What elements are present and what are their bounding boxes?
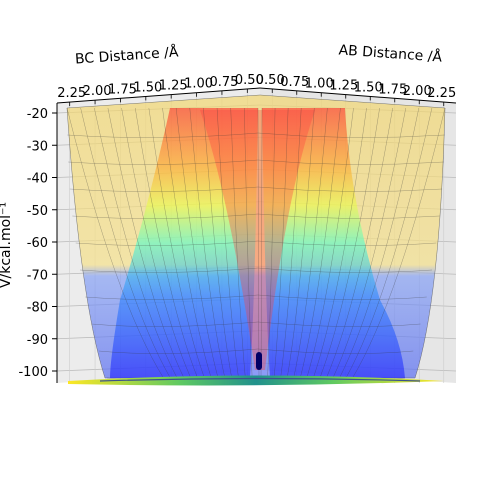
mesh-line	[286, 107, 315, 379]
ab-tick-label: 1.00	[305, 77, 334, 92]
bc-tick-label: 2.00	[83, 84, 112, 99]
floor-contour	[68, 375, 444, 386]
ab-tick-label: 2.00	[403, 84, 432, 99]
mesh-line	[345, 107, 433, 379]
mesh-line	[300, 107, 341, 379]
mesh-line	[107, 107, 185, 379]
mesh-line	[85, 294, 427, 300]
mesh-line	[91, 321, 421, 327]
mesh-line	[80, 107, 171, 379]
mesh-line	[352, 107, 446, 379]
mesh-line	[280, 107, 302, 379]
bc-tick-label: 1.50	[133, 80, 162, 95]
z-tick-label: -20	[27, 107, 48, 122]
ab-axis-ticks: 0.500.751.001.251.501.752.002.25	[256, 73, 456, 107]
mesh-line	[135, 107, 198, 379]
mesh-line	[244, 107, 253, 379]
bc-tick-label: 1.00	[184, 77, 213, 92]
mesh-line	[68, 159, 444, 165]
ab-tick-label: 0.75	[280, 75, 309, 90]
z-tick-label: -80	[27, 301, 48, 316]
ab-tick-label: 1.75	[378, 82, 407, 97]
mesh-line	[98, 348, 414, 354]
z-tick-label: -70	[27, 268, 48, 283]
bc-tick-label: 0.75	[209, 75, 238, 90]
mesh-line	[306, 107, 354, 379]
mesh-line	[66, 107, 164, 379]
ab-tick-label: 1.50	[354, 80, 383, 95]
trajectory-path	[256, 352, 262, 370]
bc-axis-line	[56, 87, 261, 104]
mesh-line	[79, 267, 433, 273]
bc-tick-label: 1.25	[159, 79, 188, 94]
ab-axis-line	[259, 87, 457, 104]
mesh-line	[94, 107, 178, 379]
mesh-line	[148, 107, 205, 379]
ab-tick-label: 0.50	[256, 73, 285, 88]
bc-tick-label: 0.50	[235, 73, 264, 88]
mesh-line	[67, 132, 445, 138]
z-tick-label: -90	[27, 333, 48, 348]
mesh-line	[339, 107, 420, 379]
z-tick-label: -60	[27, 236, 48, 251]
mesh-line	[72, 213, 440, 219]
mesh-line	[326, 107, 393, 379]
ab-tick-label: 1.25	[329, 79, 358, 94]
z-tick-label: -50	[27, 204, 48, 219]
energy-surface	[66, 94, 446, 381]
mesh-line	[203, 107, 232, 379]
z-tick-label: -30	[27, 139, 48, 154]
mesh-line	[121, 107, 191, 379]
mesh-line	[216, 107, 239, 379]
bc-tick-label: 1.75	[108, 82, 137, 97]
mesh-line	[162, 107, 212, 379]
mesh-line	[230, 107, 246, 379]
mesh-line	[267, 107, 276, 379]
mesh-line	[175, 107, 219, 379]
mesh-line	[273, 107, 289, 379]
bc-axis-label: BC Distance /Å	[74, 43, 179, 67]
mesh-line	[313, 107, 367, 379]
ab-axis-label: AB Distance /Å	[338, 41, 443, 65]
bc-tick-label: 2.25	[57, 86, 86, 101]
z-axis-ticks: -20 -30 -40 -50 -60 -70 -80 -90 -100	[18, 107, 57, 380]
z-axis-label: V/kcal.mol⁻¹	[0, 202, 14, 288]
z-tick-label: -100	[18, 365, 48, 380]
bc-axis-ticks: 2.252.001.751.501.251.000.750.50	[57, 73, 264, 107]
mesh-line	[69, 186, 443, 192]
mesh-line	[75, 240, 437, 246]
ab-tick-label: 2.25	[427, 86, 456, 101]
mesh-line	[319, 107, 380, 379]
z-tick-label: -40	[27, 172, 48, 187]
mesh-line	[332, 107, 406, 379]
